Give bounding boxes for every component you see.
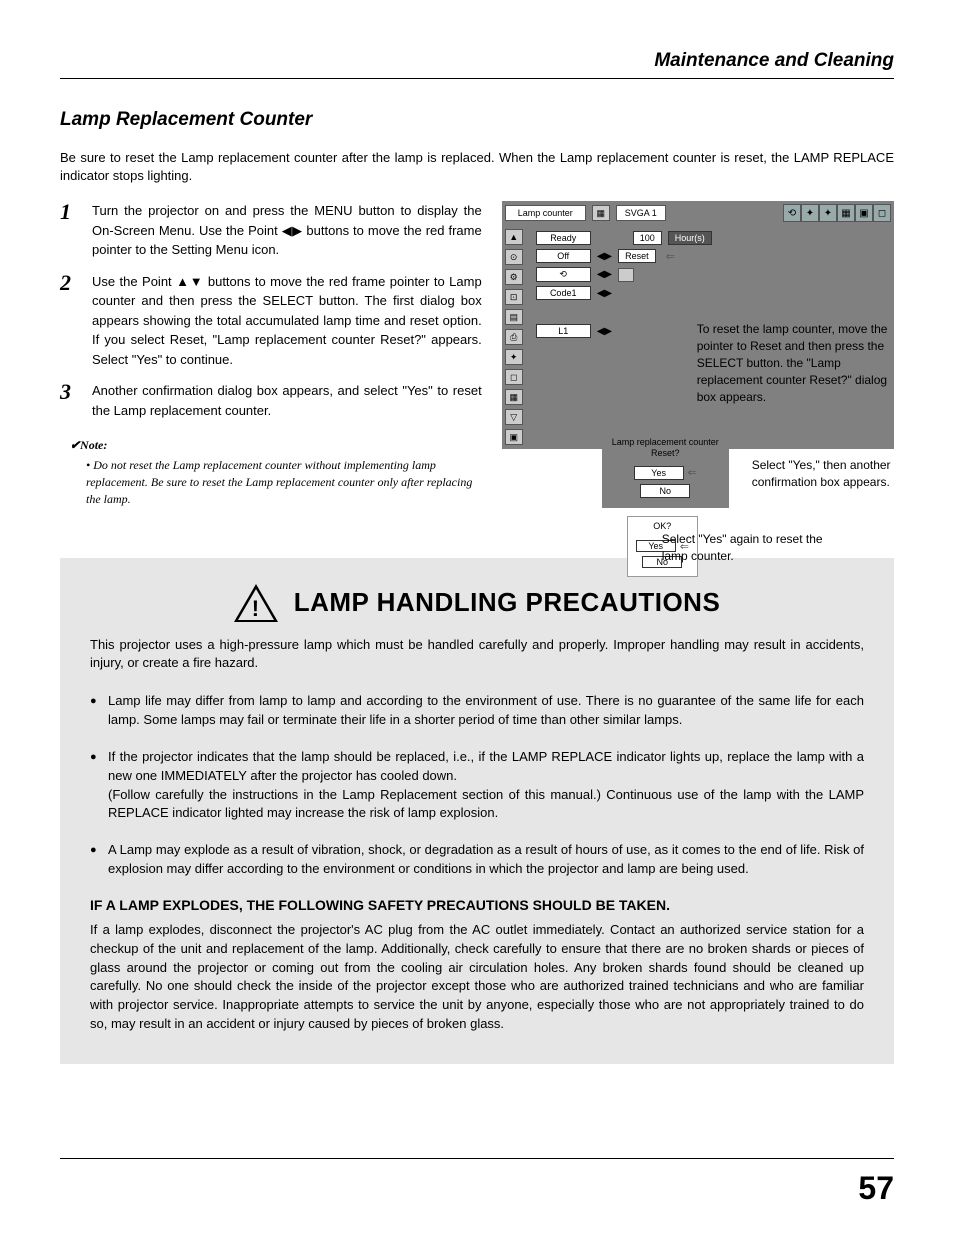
step-3: 3 Another confirmation dialog box appear… bbox=[60, 381, 482, 420]
precaution-item: A Lamp may explode as a result of vibrat… bbox=[90, 841, 864, 879]
step-text: Use the Point ▲▼ buttons to move the red… bbox=[92, 272, 482, 370]
osd-icon-box bbox=[618, 268, 634, 282]
pointer-icon: ⇐ bbox=[666, 250, 675, 263]
precautions-header: ! LAMP HANDLING PRECAUTIONS bbox=[90, 584, 864, 622]
sidebar-icon: ▦ bbox=[505, 389, 523, 405]
step-2: 2 Use the Point ▲▼ buttons to move the r… bbox=[60, 272, 482, 370]
precautions-list: Lamp life may differ from lamp to lamp a… bbox=[90, 692, 864, 879]
arrow-icon: ◀▶ bbox=[597, 251, 612, 262]
osd-signal: SVGA 1 bbox=[616, 205, 666, 221]
sidebar-icon: ⚙ bbox=[505, 269, 523, 285]
precautions-subhead: IF A LAMP EXPLODES, THE FOLLOWING SAFETY… bbox=[90, 897, 864, 913]
note-label: ✔Note: bbox=[70, 438, 107, 452]
dialog-title: Lamp replacement counter Reset? bbox=[612, 437, 719, 459]
osd-field-ready: Ready bbox=[536, 231, 591, 245]
page-number: 57 bbox=[858, 1170, 894, 1207]
step-1: 1 Turn the projector on and press the ME… bbox=[60, 201, 482, 260]
osd-illustration: Lamp counter ▦ SVGA 1 ⟲ ✦ ✦ ▦ ▣ ◻ ▲ ⊙ ⚙ … bbox=[502, 201, 894, 507]
step-number: 1 bbox=[60, 201, 78, 260]
sidebar-icon: ▲ bbox=[505, 229, 523, 245]
sidebar-icon: ⊙ bbox=[505, 249, 523, 265]
callout-reset-instruction: To reset the lamp counter, move the poin… bbox=[697, 321, 897, 405]
step-text: Another confirmation dialog box appears,… bbox=[92, 381, 482, 420]
sidebar-icon: ▽ bbox=[505, 409, 523, 425]
osd-reset: Reset bbox=[618, 249, 656, 263]
precautions-box: ! LAMP HANDLING PRECAUTIONS This project… bbox=[60, 558, 894, 1064]
arrow-icon: ◀▶ bbox=[597, 269, 612, 280]
osd-hours-value: 100 bbox=[633, 231, 662, 245]
sidebar-icon: ▤ bbox=[505, 309, 523, 325]
toolbar-icon: ⟲ bbox=[783, 204, 801, 222]
step-text: Turn the projector on and press the MENU… bbox=[92, 201, 482, 260]
note-block: ✔Note: • Do not reset the Lamp replaceme… bbox=[70, 438, 482, 507]
sidebar-icon: ◻ bbox=[505, 369, 523, 385]
precaution-item: Lamp life may differ from lamp to lamp a… bbox=[90, 692, 864, 730]
osd-field-code: Code1 bbox=[536, 286, 591, 300]
pointer-icon: ⇐ bbox=[688, 466, 697, 479]
osd-icon: ▦ bbox=[592, 205, 610, 221]
dialog-yes-button: Yes bbox=[634, 466, 684, 480]
step-number: 3 bbox=[60, 381, 78, 420]
steps-column: 1 Turn the projector on and press the ME… bbox=[60, 201, 482, 507]
toolbar-icon: ✦ bbox=[801, 204, 819, 222]
callout-select-yes-again: Select "Yes" again to reset the lamp cou… bbox=[662, 531, 852, 565]
note-text: • Do not reset the Lamp replacement coun… bbox=[86, 457, 482, 507]
callout-select-yes: Select "Yes," then another confirmation … bbox=[752, 457, 912, 491]
step-number: 2 bbox=[60, 272, 78, 370]
warning-icon: ! bbox=[234, 584, 278, 622]
sidebar-icon: ⎙ bbox=[505, 329, 523, 345]
toolbar-icon: ◻ bbox=[873, 204, 891, 222]
osd-hours-label: Hour(s) bbox=[668, 231, 712, 245]
osd-field-l1: L1 bbox=[536, 324, 591, 338]
sidebar-icon: ✦ bbox=[505, 349, 523, 365]
toolbar-icon: ✦ bbox=[819, 204, 837, 222]
arrow-icon: ◀▶ bbox=[597, 326, 612, 337]
dialog-no-button: No bbox=[640, 484, 690, 498]
sidebar-icon: ▣ bbox=[505, 429, 523, 445]
precaution-item: If the projector indicates that the lamp… bbox=[90, 748, 864, 823]
page-header: Maintenance and Cleaning bbox=[60, 50, 894, 79]
precautions-intro: This projector uses a high-pressure lamp… bbox=[90, 636, 864, 672]
precautions-title: LAMP HANDLING PRECAUTIONS bbox=[294, 587, 721, 618]
osd-field-symbol: ⟲ bbox=[536, 267, 591, 282]
footer-rule bbox=[60, 1158, 894, 1159]
osd-field-off: Off bbox=[536, 249, 591, 263]
osd-sidebar: ▲ ⊙ ⚙ ⊡ ▤ ⎙ ✦ ◻ ▦ ▽ ▣ bbox=[502, 225, 526, 449]
osd-header: Lamp counter ▦ SVGA 1 ⟲ ✦ ✦ ▦ ▣ ◻ bbox=[502, 201, 894, 225]
sidebar-icon: ⊡ bbox=[505, 289, 523, 305]
osd-toolbar: ⟲ ✦ ✦ ▦ ▣ ◻ bbox=[783, 204, 891, 222]
arrow-icon: ◀▶ bbox=[597, 288, 612, 299]
toolbar-icon: ▣ bbox=[855, 204, 873, 222]
osd-menu-title: Lamp counter bbox=[505, 205, 586, 221]
section-title: Lamp Replacement Counter bbox=[60, 109, 894, 131]
dialog-reset-confirm: Lamp replacement counter Reset? Yes ⇐ No bbox=[602, 431, 729, 508]
intro-paragraph: Be sure to reset the Lamp replacement co… bbox=[60, 149, 894, 185]
precautions-paragraph: If a lamp explodes, disconnect the proje… bbox=[90, 921, 864, 1034]
toolbar-icon: ▦ bbox=[837, 204, 855, 222]
